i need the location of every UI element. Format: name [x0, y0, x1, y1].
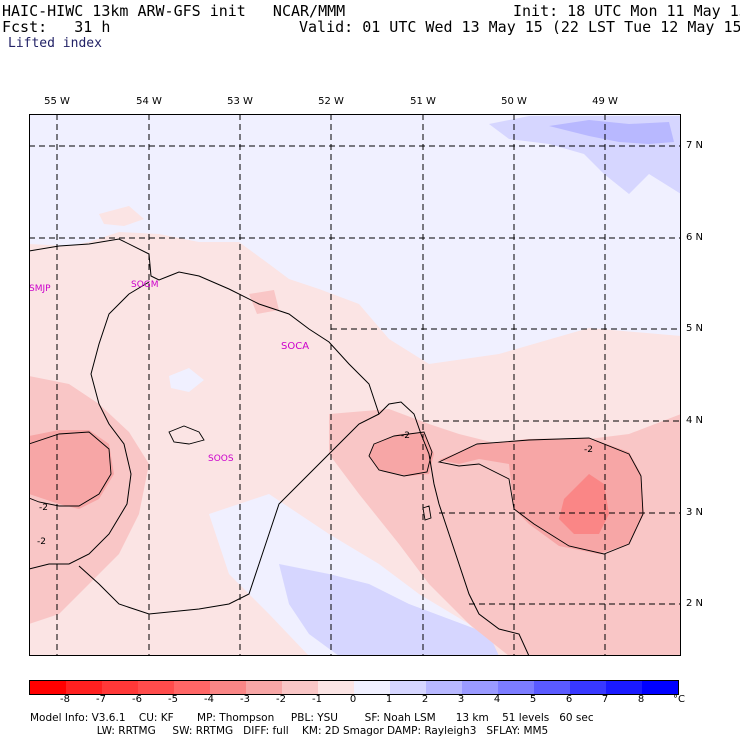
colorbar-swatch: [282, 681, 318, 694]
colorbar-swatch: [462, 681, 498, 694]
colorbar-tick: 8: [637, 694, 645, 705]
colorbar-swatch: [390, 681, 426, 694]
lat-label: 2 N: [686, 598, 704, 609]
blue-region-ne-core: [549, 120, 674, 144]
colorbar-swatch: [570, 681, 606, 694]
contour-label: -2: [39, 503, 48, 513]
colorbar-tick: -8: [60, 694, 70, 705]
blue-blob: [169, 368, 204, 392]
valid-time: Valid: 01 UTC Wed 13 May 15 (22 LST Tue …: [299, 18, 740, 36]
forecast-hour: Fcst: 31 h: [2, 18, 111, 36]
station-soca: SOCA: [281, 341, 309, 352]
colorbar-tick: -6: [132, 694, 142, 705]
blue-region-north: [29, 114, 681, 364]
contour-label: -2: [584, 445, 593, 455]
colorbar-tick: -3: [240, 694, 250, 705]
station-soos: SOOS: [208, 454, 234, 464]
contour-label: -2: [37, 537, 46, 547]
grid-lines: [29, 114, 681, 656]
coastlines: [29, 238, 530, 656]
lon-label: 51 W: [410, 96, 436, 107]
colorbar-unit: °C: [673, 694, 685, 705]
contour-label: -2: [401, 431, 410, 441]
mid-pink-east-2: [369, 432, 434, 476]
lat-label: 3 N: [686, 507, 704, 518]
lon-label: 54 W: [136, 96, 162, 107]
colorbar-swatch: [498, 681, 534, 694]
blue-region-south-core: [279, 564, 499, 656]
model-info-line2: LW: RRTMG SW: RRTMG DIFF: full KM: 2D Sm…: [30, 725, 549, 737]
colorbar-swatch: [246, 681, 282, 694]
init-time: Init: 18 UTC Mon 11 May 15: [513, 2, 740, 20]
lon-label: 50 W: [501, 96, 527, 107]
colorbar-tick: -5: [168, 694, 178, 705]
colorbar-swatch: [426, 681, 462, 694]
lifted-index-map: -2 -2 -2 -2 SMJP SOGM SOCA SOOS: [29, 114, 681, 656]
colorbar-tick: 2: [421, 694, 429, 705]
colorbar: [29, 680, 679, 695]
colorbar-tick: 7: [601, 694, 609, 705]
colorbar-swatch: [30, 681, 66, 694]
lon-label: 52 W: [318, 96, 344, 107]
deep-pink-core: [559, 474, 609, 534]
colorbar-tick: 6: [565, 694, 573, 705]
colorbar-swatch: [66, 681, 102, 694]
station-smjp: SMJP: [29, 284, 51, 294]
station-sogm: SOGM: [131, 280, 159, 290]
lat-label: 6 N: [686, 232, 704, 243]
colorbar-swatch: [210, 681, 246, 694]
lon-label: 55 W: [44, 96, 70, 107]
field-name: Lifted index: [8, 36, 102, 51]
pink-island-north: [99, 206, 144, 226]
lat-label: 7 N: [686, 140, 704, 151]
colorbar-swatch: [174, 681, 210, 694]
colorbar-tick: 1: [385, 694, 393, 705]
model-info-line1: Model Info: V3.6.1 CU: KF MP: Thompson P…: [30, 712, 594, 724]
colorbar-swatch: [534, 681, 570, 694]
lon-label: 49 W: [592, 96, 618, 107]
colorbar-swatch: [318, 681, 354, 694]
mid-pink-west: [29, 430, 114, 509]
colorbar-tick: 3: [457, 694, 465, 705]
contour-lines: [29, 425, 644, 555]
colorbar-swatch: [354, 681, 390, 694]
model-title: HAIC-HIWC 13km ARW-GFS init NCAR/MMM: [2, 2, 346, 20]
lat-label: 4 N: [686, 415, 704, 426]
lat-label: 5 N: [686, 323, 704, 334]
colorbar-tick: -4: [204, 694, 214, 705]
lon-label: 53 W: [227, 96, 253, 107]
colorbar-tick: -1: [312, 694, 322, 705]
colorbar-swatch: [102, 681, 138, 694]
colorbar-tick: 4: [493, 694, 501, 705]
colorbar-swatch: [138, 681, 174, 694]
colorbar-swatch: [642, 681, 678, 694]
colorbar-tick: 5: [529, 694, 537, 705]
colorbar-tick: -2: [276, 694, 286, 705]
colorbar-tick: 0: [349, 694, 357, 705]
colorbar-swatch: [606, 681, 642, 694]
colorbar-tick: -7: [96, 694, 106, 705]
